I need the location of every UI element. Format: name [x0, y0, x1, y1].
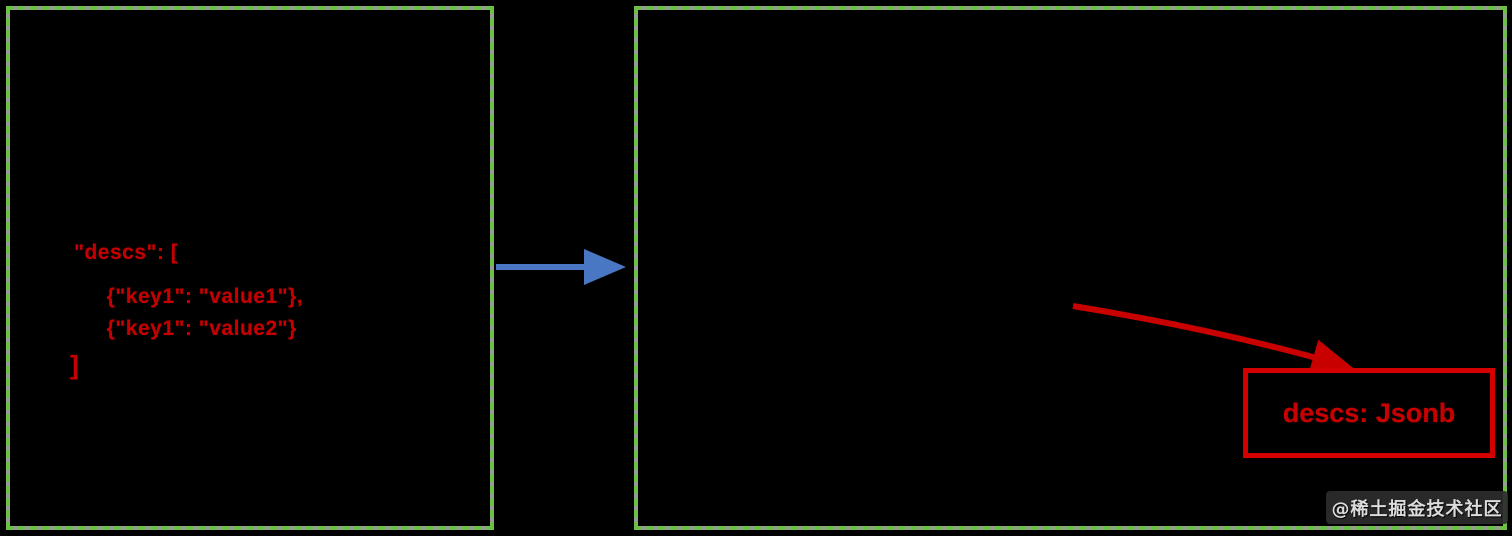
watermark-text: @稀土掘金技术社区 — [1331, 498, 1503, 520]
json-document-panel: "descs": [ {"key1": "value1"}, {"key1": … — [6, 6, 494, 530]
jsonb-column-label: descs: Jsonb — [1282, 397, 1456, 428]
json-code-line: {"key1": "value1"}, — [94, 285, 304, 308]
json-code-line: ] — [70, 350, 80, 380]
json-code-line: "descs": [ — [74, 241, 179, 264]
json-code-line: {"key1": "value2"} — [94, 317, 297, 340]
jsonb-column-callout: descs: Jsonb — [1243, 368, 1495, 458]
watermark-badge: @稀土掘金技术社区 — [1326, 491, 1508, 524]
database-table-panel — [634, 6, 1507, 530]
